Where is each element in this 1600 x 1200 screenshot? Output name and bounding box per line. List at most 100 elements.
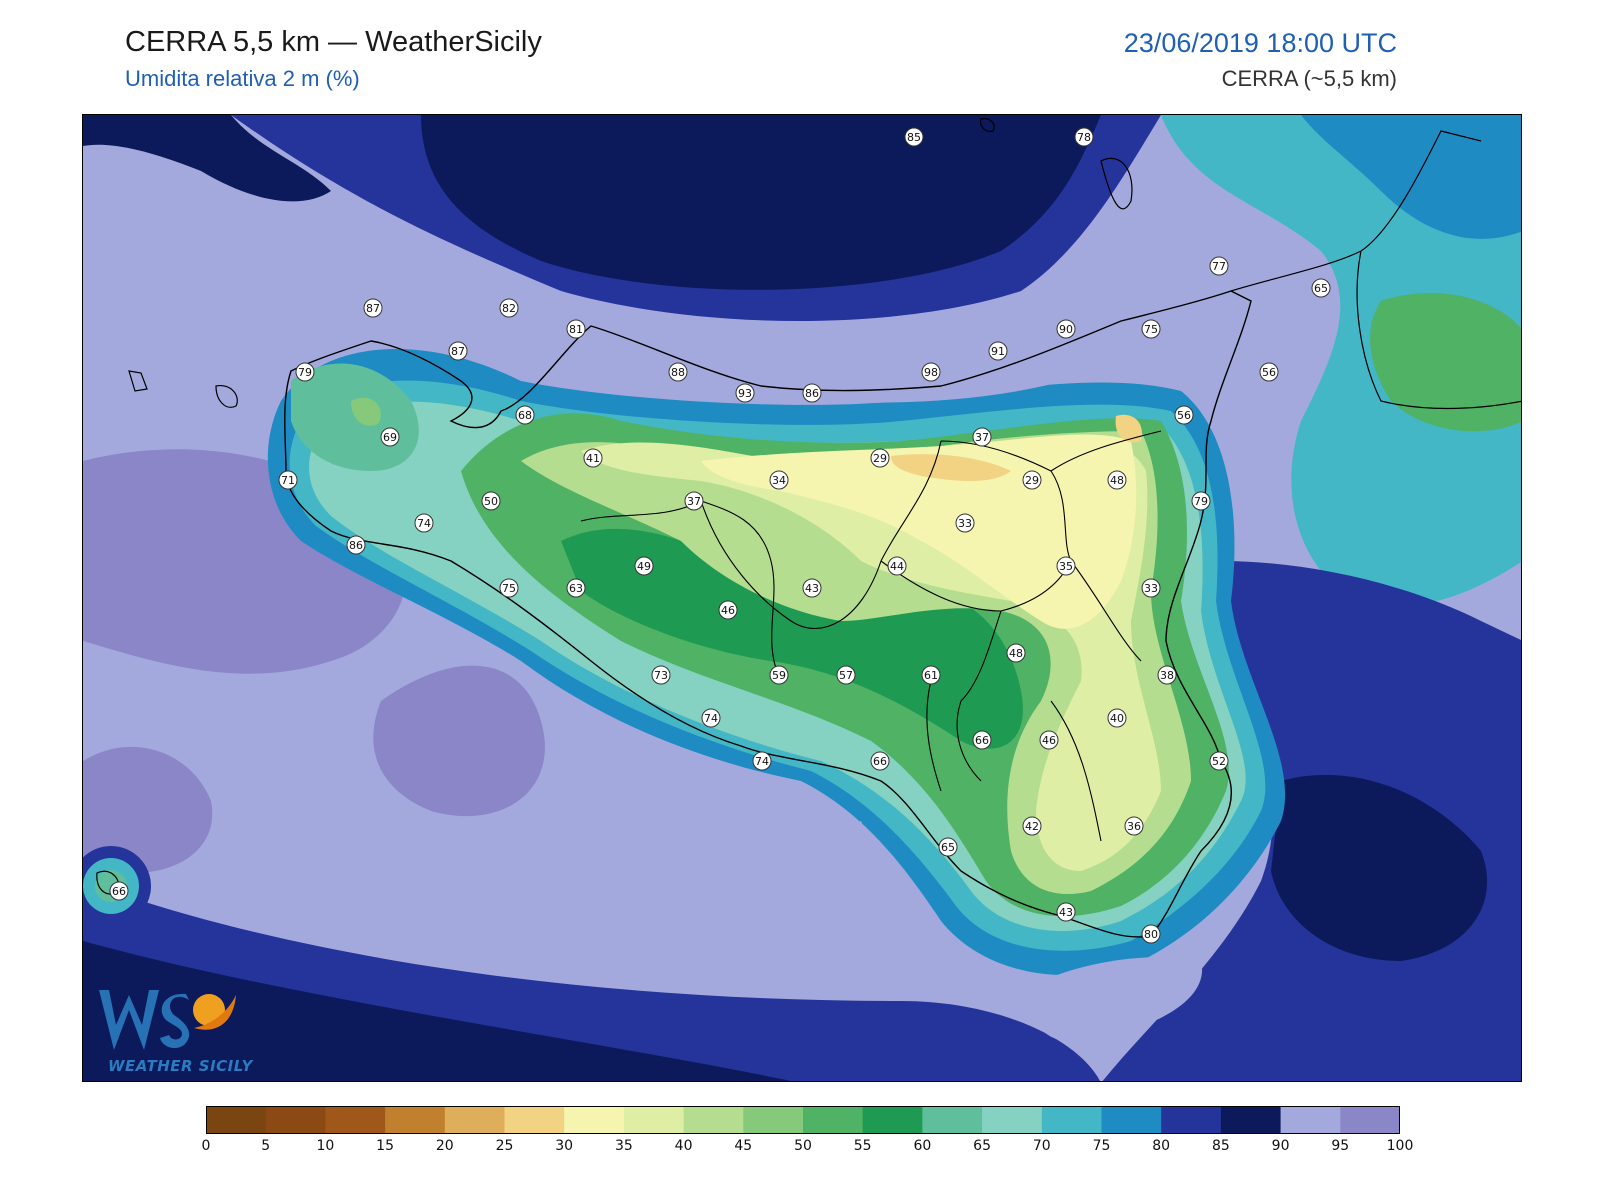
station-value: 40	[1110, 712, 1124, 725]
station-circle	[718, 600, 738, 620]
station-circle	[1039, 730, 1059, 750]
station-value: 41	[586, 452, 600, 465]
colorbar-tick-label: 15	[376, 1138, 395, 1154]
station-marker: 66	[972, 730, 992, 750]
colorbar-segment	[325, 1106, 386, 1134]
humidity-zone-malta-95	[1030, 957, 1203, 1042]
colorbar-segment	[1340, 1106, 1400, 1134]
colorbar-tick-label: 95	[1331, 1138, 1350, 1154]
station-circle	[346, 535, 366, 555]
aeolian-island	[980, 118, 995, 132]
station-value: 87	[366, 302, 380, 315]
station-marker: 56	[1259, 362, 1279, 382]
station-circle	[684, 491, 704, 511]
station-value: 48	[1110, 474, 1124, 487]
station-value: 75	[1144, 323, 1158, 336]
station-value: 88	[671, 366, 685, 379]
station-value: 38	[1160, 669, 1174, 682]
station-circle	[955, 513, 975, 533]
station-marker: 88	[668, 362, 688, 382]
station-marker: 77	[1209, 256, 1229, 276]
humidity-zone-north-90	[421, 115, 1101, 290]
colorbar-tick-label: 65	[973, 1138, 992, 1154]
colorbar-labels: 0 5 10 15 20 25 30 35 40 45 50 55 60 65 70 75 80 85 90 95 10…	[202, 1138, 1414, 1158]
station-value: 68	[518, 409, 532, 422]
station-value: 74	[704, 712, 718, 725]
station-marker: 36	[1124, 816, 1144, 836]
station-marker: 79	[295, 362, 315, 382]
colorbar-segment	[803, 1106, 864, 1134]
model-label: CERRA (~5,5 km)	[1221, 66, 1397, 91]
station-circle	[1174, 405, 1194, 425]
station-circle	[1124, 816, 1144, 836]
colorbar-segment	[206, 1106, 267, 1134]
station-marker: 29	[870, 448, 890, 468]
station-value: 79	[298, 366, 312, 379]
colorbar	[206, 1106, 1400, 1134]
station-circle	[769, 470, 789, 490]
colorbar-border	[206, 1106, 1400, 1134]
station-value: 37	[687, 495, 701, 508]
station-circle	[1157, 665, 1177, 685]
station-marker: 33	[955, 513, 975, 533]
station-marker: 46	[718, 600, 738, 620]
colorbar-segment	[1161, 1106, 1222, 1134]
calabria-coast	[1230, 130, 1521, 410]
station-value: 34	[772, 474, 786, 487]
station-marker: 85	[904, 127, 924, 147]
station-value: 59	[772, 669, 786, 682]
station-marker: 87	[363, 298, 383, 318]
station-marker: 80	[1141, 924, 1161, 944]
colorbar-segment	[683, 1106, 744, 1134]
station-value: 29	[1025, 474, 1039, 487]
map-panel[interactable]: 85 78 77 65 87 82 81 90 75 87 91 79 88 98 56 93 86 68 56 69…	[82, 114, 1522, 1082]
station-value: 90	[1059, 323, 1073, 336]
station-marker: 66	[870, 751, 890, 771]
station-value: 46	[721, 604, 735, 617]
colorbar-tick-label: 70	[1032, 1138, 1051, 1154]
station-circle	[1022, 816, 1042, 836]
station-value: 43	[1059, 906, 1073, 919]
sicily-coastline	[284, 290, 1252, 938]
station-marker: 38	[1157, 665, 1177, 685]
station-circle	[887, 556, 907, 576]
station-marker: 44	[887, 556, 907, 576]
station-circle	[583, 448, 603, 468]
humidity-zone-land-30	[891, 454, 1011, 481]
station-value: 66	[873, 755, 887, 768]
station-value: 65	[1314, 282, 1328, 295]
province-boundaries	[580, 430, 1162, 842]
station-marker: 35	[1056, 556, 1076, 576]
colorbar-tick-label: 60	[913, 1138, 932, 1154]
station-circle	[1209, 256, 1229, 276]
station-marker: 50	[481, 491, 501, 511]
station-marker: 74	[701, 708, 721, 728]
station-marker: 82	[499, 298, 519, 318]
station-value: 77	[1212, 260, 1226, 273]
humidity-patch-southwest	[373, 665, 545, 817]
relative-humidity-map[interactable]: 85 78 77 65 87 82 81 90 75 87 91 79 88 98 56 93 86 68 56 69…	[83, 115, 1522, 1082]
humidity-zone-northwest-90	[83, 115, 331, 202]
colorbar-tick-label: 0	[201, 1138, 211, 1154]
station-value: 33	[958, 517, 972, 530]
colorbar-segment	[1041, 1106, 1102, 1134]
station-value: 85	[907, 131, 921, 144]
station-marker: 98	[921, 362, 941, 382]
station-circle	[836, 665, 856, 685]
station-circle	[499, 298, 519, 318]
station-circle	[972, 427, 992, 447]
station-marker: 49	[634, 556, 654, 576]
station-circle	[515, 405, 535, 425]
station-circle	[1141, 319, 1161, 339]
humidity-zone-land-30-east	[1115, 414, 1142, 443]
station-value: 37	[975, 431, 989, 444]
station-value: 74	[755, 755, 769, 768]
station-circle	[481, 491, 501, 511]
station-marker: 87	[448, 341, 468, 361]
station-value: 82	[502, 302, 516, 315]
humidity-zone-calabria-50	[1370, 293, 1521, 432]
station-circle	[448, 341, 468, 361]
station-circle	[921, 362, 941, 382]
station-value: 71	[281, 474, 295, 487]
egadi-islands	[215, 384, 238, 408]
